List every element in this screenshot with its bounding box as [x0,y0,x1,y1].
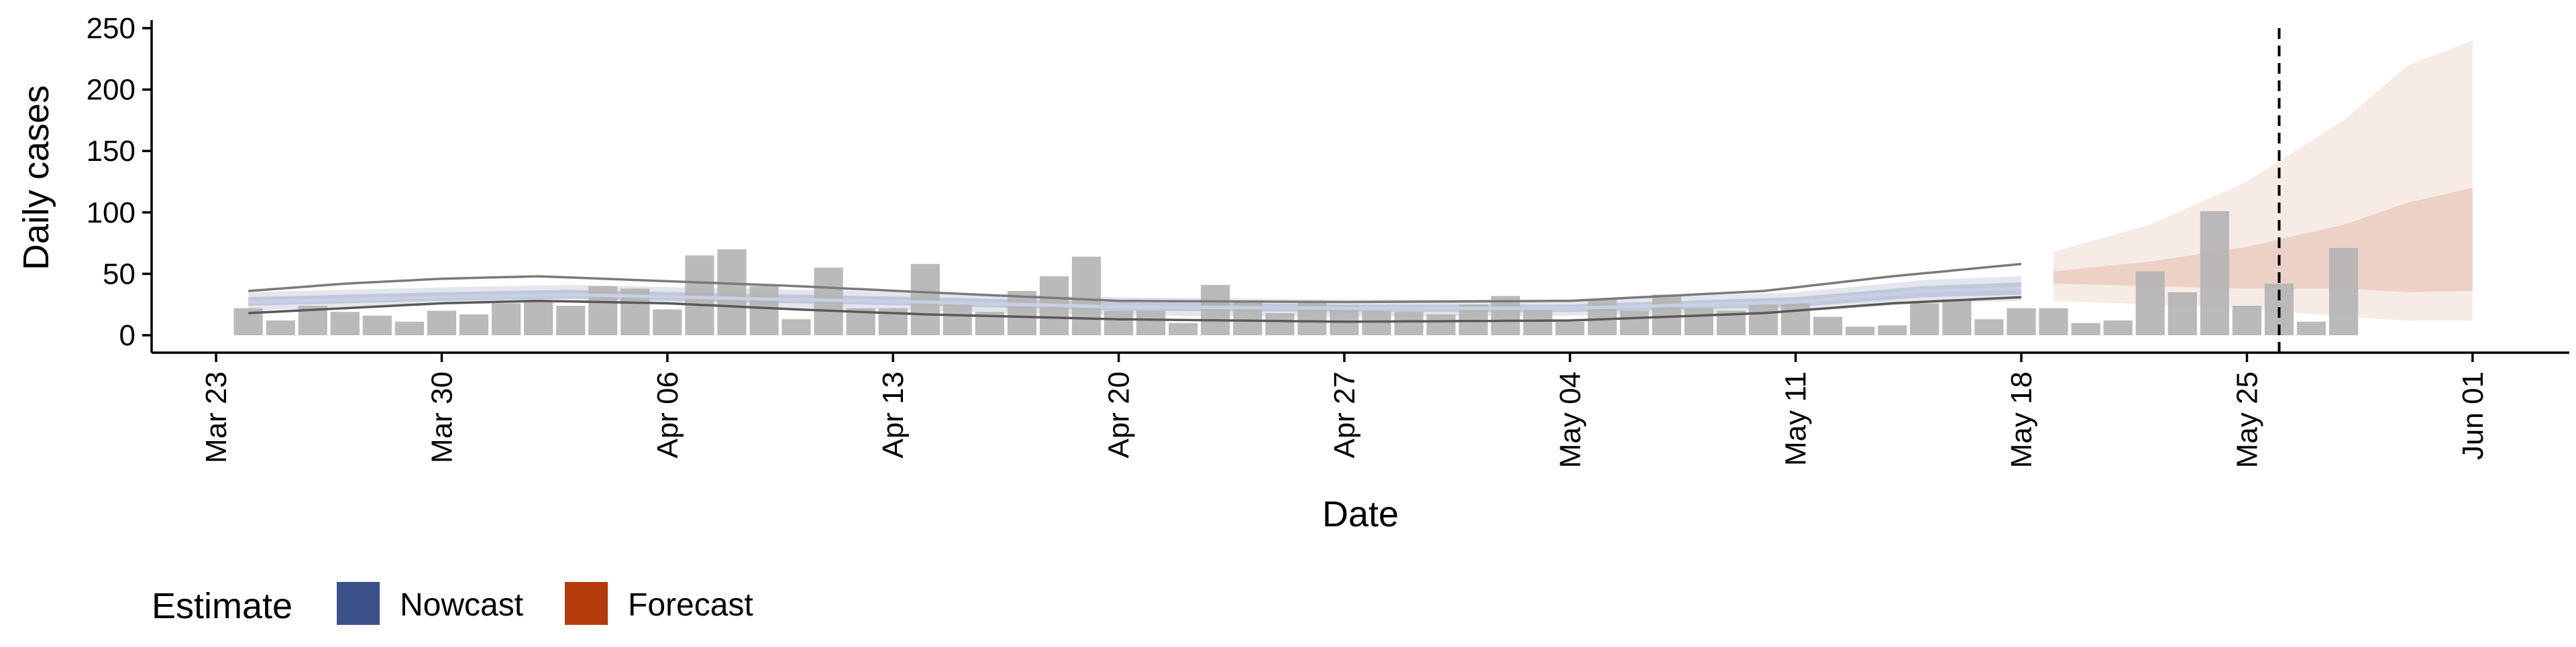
observed-bar [1619,310,1649,335]
observed-bar [2039,308,2068,335]
observed-bar [1071,256,1102,335]
observed-bar [266,320,295,335]
observed-bar [1587,299,1617,335]
y-tick-label: 200 [87,74,136,107]
observed-bar [2071,322,2100,335]
observed-bar [685,255,714,335]
observed-bar [1845,327,1875,335]
observed-bar [653,309,682,335]
observed-bar [1652,294,1682,335]
x-tick-label: Apr 27 [1328,371,1361,459]
observed-bar [588,286,618,335]
nowcast-upper-line [248,262,2022,304]
nowcast-inner-band [248,282,2022,312]
x-tick-label: Jun 01 [2457,371,2489,460]
observed-bar [2296,321,2326,335]
observed-bar [2167,292,2197,335]
observed-bar [717,249,747,335]
observed-bar [2329,247,2359,335]
observed-bar [1201,284,1230,335]
observed-bar [1974,319,2004,335]
axes: 0 50 100 150 200 250 Mar 23 Mar 30 Apr 06 Apr 13 A… [16,12,2569,534]
legend-swatch-forecast [565,582,608,625]
observed-bar [2232,306,2261,335]
observed-bar [1491,296,1520,335]
forecast-inner-band [2053,188,2473,292]
legend: Estimate Nowcast Forecast [152,582,753,626]
observed-bar [1942,299,1972,335]
x-axis-title: Date [1322,494,1399,534]
observed-bar [943,302,972,335]
legend-swatch-nowcast [337,582,380,625]
observed-bar [910,263,940,335]
observed-bar [1362,310,1391,335]
y-tick-label: 50 [103,257,136,290]
observed-bar [1555,321,1585,335]
observed-bar [1781,303,1811,335]
estimate-lines [248,262,2022,323]
observed-bar [524,302,553,335]
observed-bar [1813,316,1843,335]
observed-bar [427,310,457,335]
x-tick-label: Mar 23 [200,371,233,463]
observed-bar [749,286,779,335]
forecast-outer-band [2053,40,2473,321]
observed-bar [1878,325,1907,335]
observed-bar [1523,309,1552,335]
nowcast-lower-line [248,296,2022,323]
observed-bar [394,321,424,335]
x-tick-label: Apr 13 [877,371,910,459]
observed-bar [556,306,586,335]
observed-bar [1104,310,1134,335]
x-tick-label: Apr 06 [651,371,684,459]
observed-bar [459,314,489,335]
observed-bar [1394,312,1424,335]
observed-bar [1684,308,1714,335]
observed-bar [782,319,811,335]
observed-bar [2135,271,2165,335]
legend-title: Estimate [152,586,292,626]
observed-bar [1297,300,1327,335]
x-tick-label: May 11 [1780,371,1813,466]
x-tick-label: May 04 [1554,371,1587,468]
legend-label-forecast: Forecast [628,587,753,623]
y-tick-label: 0 [119,319,136,352]
x-tick-label: May 18 [2005,371,2038,468]
y-tick-label: 150 [87,135,136,168]
observed-bar [2103,320,2133,335]
observed-bar [362,315,392,335]
y-axis-title: Daily cases [16,85,56,270]
observed-bar [330,312,360,335]
x-tick-label: May 25 [2231,371,2264,468]
nowcast-median-line [248,286,2022,310]
legend-label-nowcast: Nowcast [400,587,523,623]
x-tick-label: Mar 30 [426,371,459,463]
x-tick-label: Apr 20 [1103,371,1136,459]
observed-bar [1007,291,1036,335]
observed-bar [1265,313,1295,335]
y-tick-label: 100 [87,196,136,229]
observed-bar [492,303,521,335]
observed-bar [1749,304,1778,335]
observed-bar [1136,310,1166,335]
observed-bars [233,211,2359,335]
observed-bar [2200,211,2229,335]
observed-bar [1426,314,1456,335]
y-tick-label: 250 [87,12,136,45]
observed-bar [1169,322,1198,335]
observed-bar [2006,308,2036,335]
observed-bar [1910,303,1939,335]
